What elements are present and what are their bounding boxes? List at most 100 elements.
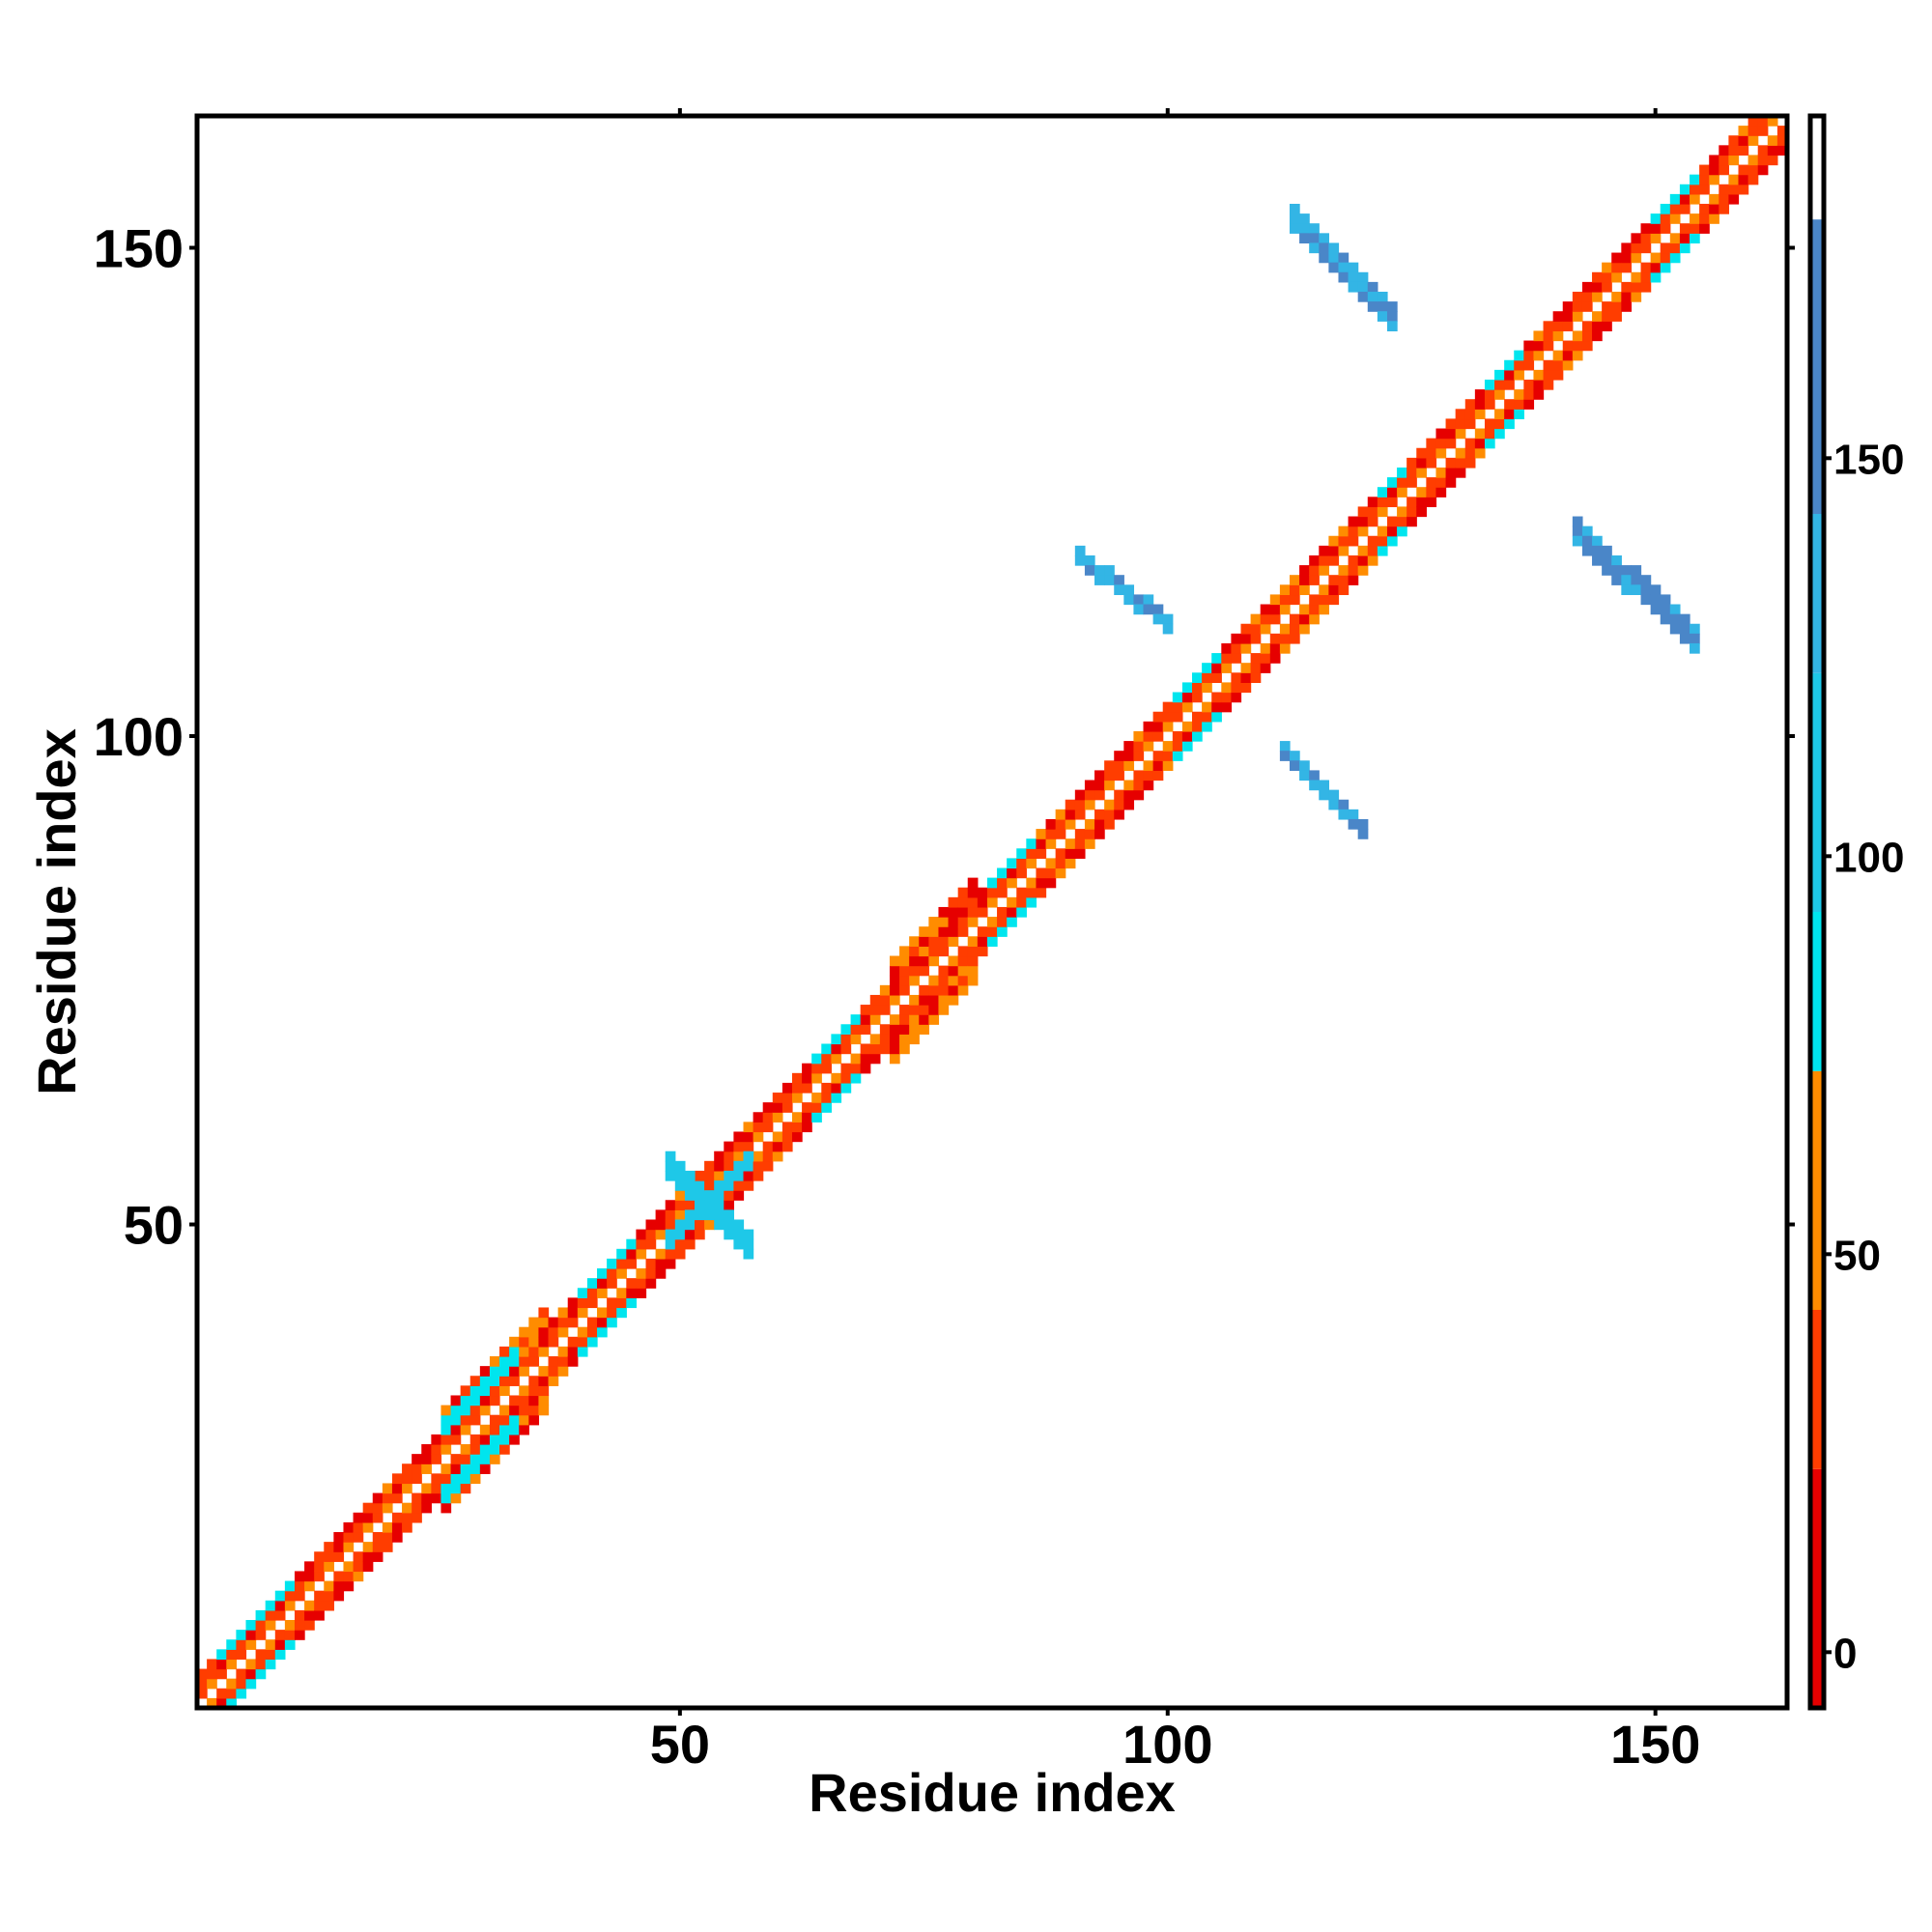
- heatmap-cell: [977, 946, 988, 957]
- colorbar-frame: [1807, 113, 1827, 1711]
- heatmap-cell: [1045, 867, 1057, 879]
- heatmap-cell: [431, 1483, 442, 1494]
- heatmap-cell: [879, 1005, 891, 1015]
- heatmap-cell: [1757, 126, 1769, 136]
- heatmap-cell: [714, 1160, 724, 1172]
- heatmap-cell: [724, 1160, 734, 1172]
- heatmap-cell: [1776, 145, 1788, 156]
- heatmap-cell: [899, 1005, 910, 1015]
- heatmap-cell: [1445, 477, 1457, 488]
- heatmap-cell: [1065, 818, 1076, 830]
- heatmap-cell: [479, 1385, 491, 1397]
- heatmap-cell: [1611, 311, 1622, 322]
- heatmap-cell: [1747, 174, 1759, 185]
- heatmap-cell: [1221, 663, 1233, 673]
- heatmap-cell: [1367, 545, 1378, 556]
- heatmap-cell: [333, 1580, 345, 1592]
- heatmap-cell: [1602, 321, 1612, 332]
- heatmap-cell: [1143, 741, 1154, 752]
- heatmap-cell: [519, 1385, 529, 1397]
- heatmap-cell: [919, 1005, 929, 1015]
- heatmap-cell: [811, 1102, 822, 1113]
- heatmap-cell: [1640, 271, 1652, 283]
- heatmap-cell: [1709, 174, 1719, 185]
- heatmap-cell: [265, 1620, 276, 1631]
- heatmap-cell: [665, 1151, 676, 1162]
- heatmap-cell: [665, 1160, 676, 1172]
- heatmap-cell: [1474, 409, 1486, 420]
- heatmap-cell: [1143, 604, 1154, 615]
- heatmap-cell: [440, 1424, 452, 1435]
- heatmap-cell: [772, 1131, 783, 1143]
- heatmap-cell: [1728, 184, 1740, 195]
- heatmap-cell: [1640, 575, 1652, 585]
- y-tick-label: 50: [124, 1195, 184, 1256]
- heatmap-cell: [304, 1600, 315, 1611]
- heatmap-cell: [967, 906, 979, 918]
- heatmap-cell: [245, 1620, 257, 1631]
- heatmap-cell: [1464, 409, 1476, 420]
- heatmap-cell: [1221, 701, 1233, 713]
- heatmap-cell: [831, 1082, 842, 1094]
- heatmap-cell: [1562, 350, 1574, 361]
- heatmap-cell: [684, 1190, 696, 1201]
- heatmap-cell: [460, 1483, 471, 1494]
- heatmap-cell: [928, 936, 940, 947]
- heatmap-cell: [1611, 575, 1622, 585]
- heatmap-cell: [909, 1014, 920, 1025]
- heatmap-cell: [977, 926, 988, 937]
- heatmap-cell: [1386, 535, 1398, 547]
- heatmap-cell: [499, 1346, 510, 1357]
- heatmap-cell: [1074, 809, 1086, 820]
- heatmap-cell: [460, 1405, 471, 1416]
- heatmap-cell: [567, 1336, 579, 1348]
- heatmap-cell: [469, 1454, 481, 1464]
- heatmap-cell: [1738, 126, 1749, 136]
- heatmap-cell: [1728, 135, 1740, 146]
- heatmap-cell: [489, 1434, 500, 1445]
- heatmap-cell: [538, 1385, 550, 1397]
- heatmap-cell: [899, 946, 910, 957]
- heatmap-cell: [607, 1297, 617, 1309]
- heatmap-cell: [772, 1102, 783, 1113]
- heatmap-cell: [1562, 359, 1574, 371]
- heatmap-cell: [645, 1268, 657, 1279]
- heatmap-cell: [684, 1219, 696, 1231]
- heatmap-cell: [314, 1600, 325, 1611]
- heatmap-cell: [1484, 438, 1495, 449]
- heatmap-cell: [1631, 565, 1642, 576]
- heatmap-cell: [1523, 389, 1535, 400]
- heatmap-cell: [362, 1502, 374, 1514]
- heatmap-cell: [665, 1248, 676, 1260]
- heatmap-cell: [538, 1346, 550, 1357]
- heatmap-cell: [1679, 633, 1690, 644]
- heatmap-cell: [567, 1317, 579, 1328]
- heatmap-cell: [1572, 516, 1583, 527]
- heatmap-cell: [1055, 829, 1066, 839]
- heatmap-cell: [1181, 692, 1193, 703]
- heatmap-cell: [1397, 487, 1407, 497]
- colorbar-band: [1810, 514, 1824, 673]
- heatmap-cell: [1202, 663, 1212, 673]
- heatmap-cell: [1211, 711, 1222, 723]
- heatmap-cell: [255, 1620, 267, 1631]
- heatmap-cell: [1660, 594, 1671, 606]
- heatmap-cell: [1426, 497, 1437, 508]
- heatmap-cell: [421, 1492, 432, 1504]
- heatmap-cell: [714, 1219, 724, 1231]
- heatmap-cell: [840, 1043, 852, 1055]
- heatmap-cell: [557, 1356, 569, 1367]
- heatmap-cell: [1611, 301, 1622, 312]
- heatmap-cell: [1269, 653, 1281, 664]
- heatmap-cell: [1631, 281, 1642, 293]
- heatmap-cell: [1533, 350, 1545, 361]
- heatmap-cell: [821, 1043, 832, 1055]
- heatmap-cell: [304, 1609, 315, 1621]
- heatmap-cell: [831, 1093, 842, 1103]
- heatmap-cell: [304, 1620, 315, 1631]
- heatmap-cell: [597, 1288, 608, 1298]
- heatmap-cell: [519, 1414, 529, 1426]
- heatmap-cell: [226, 1649, 237, 1661]
- heatmap-cell: [489, 1414, 500, 1426]
- heatmap-cell: [1747, 116, 1759, 127]
